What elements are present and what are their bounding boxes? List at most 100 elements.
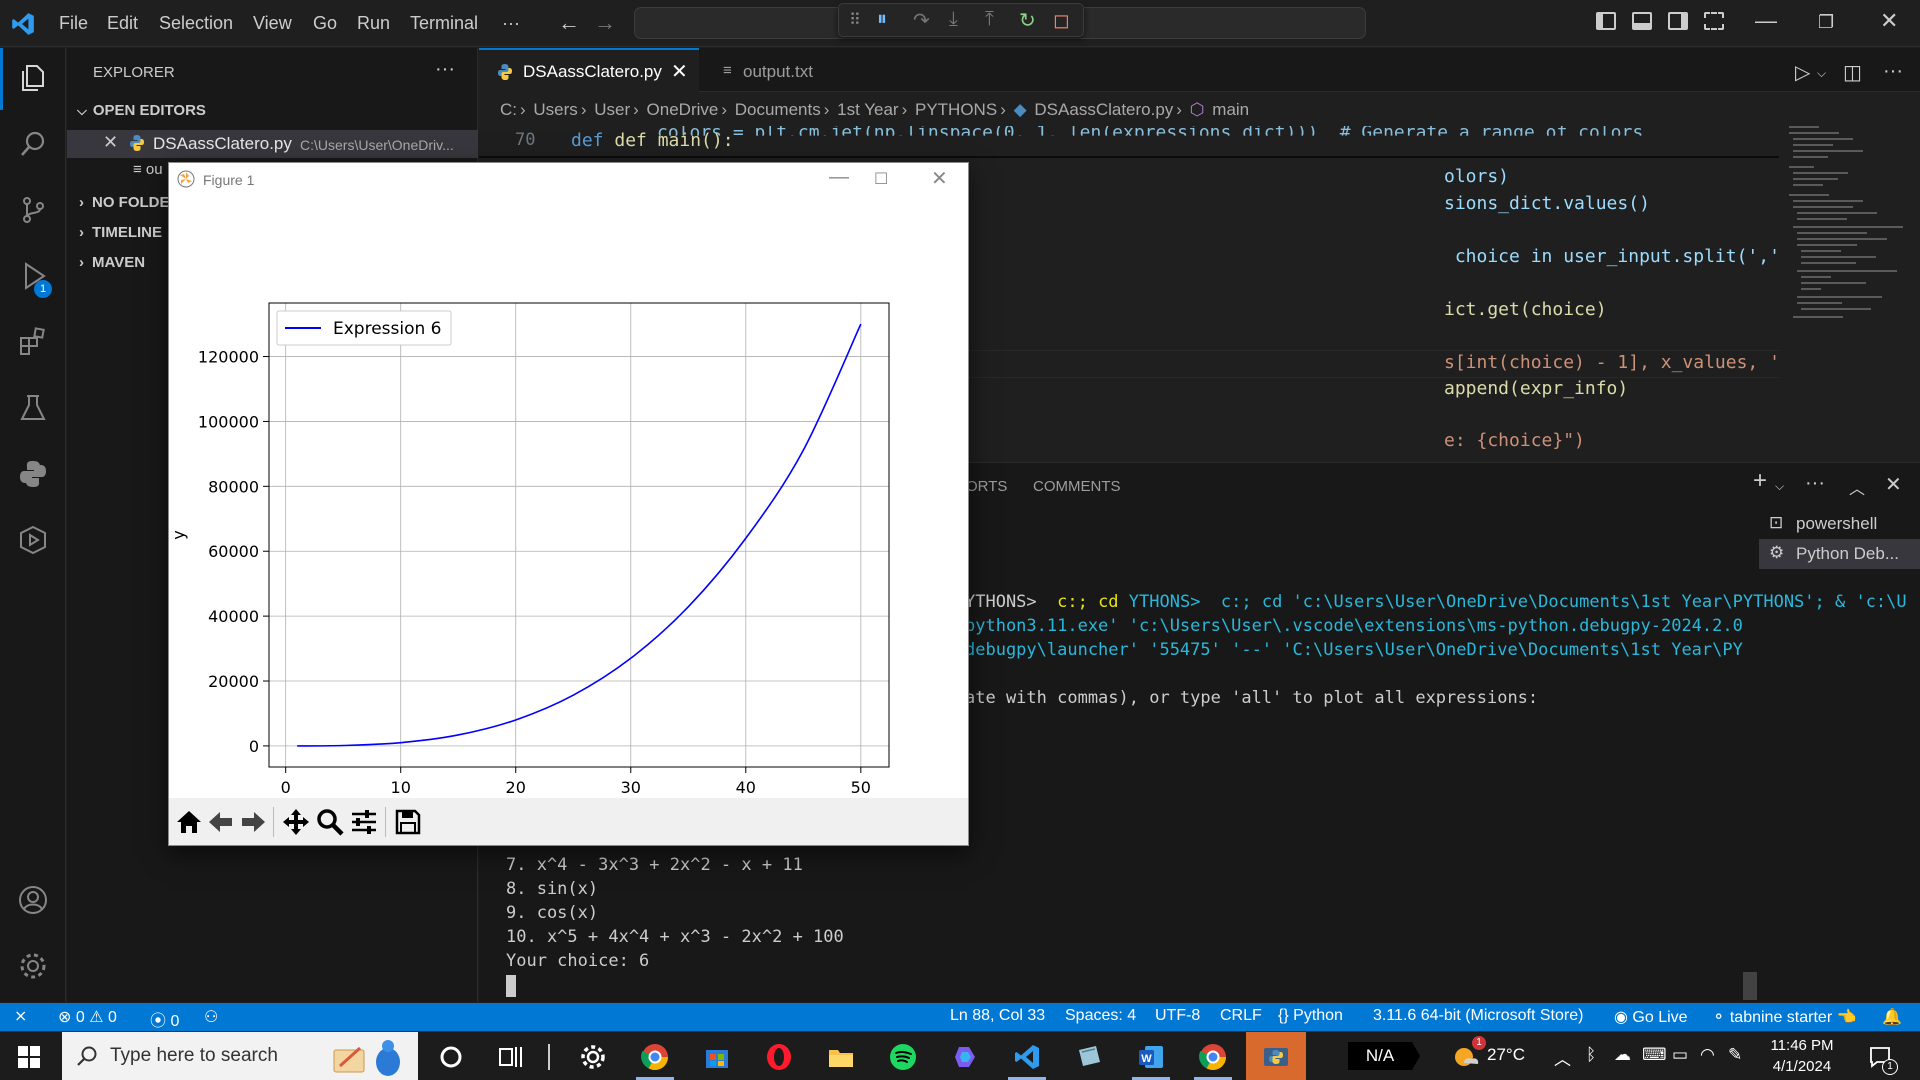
terminal-item-powershell[interactable]: ⊡ powershell	[1769, 513, 1878, 533]
menu-go[interactable]: Go	[313, 13, 338, 33]
customize-layout-icon[interactable]	[1704, 12, 1724, 30]
close-editor-icon[interactable]: ✕	[103, 132, 119, 152]
tab-ports[interactable]: ORTS	[966, 478, 1008, 495]
cortana-icon[interactable]	[436, 1042, 466, 1072]
word-icon[interactable]: W	[1136, 1042, 1166, 1072]
back-arrow-icon[interactable]: ←	[558, 10, 580, 35]
notepad-icon[interactable]	[1074, 1042, 1104, 1072]
maximize-panel-icon[interactable]: ︿	[1849, 481, 1866, 498]
open-editors-header[interactable]: ⌵ OPEN EDITORS	[77, 102, 206, 119]
vscode-icon[interactable]	[1012, 1042, 1042, 1072]
windows-start-icon[interactable]	[18, 1046, 40, 1068]
notification-center-icon[interactable]	[1868, 1045, 1892, 1069]
restart-icon[interactable]: ↻	[1019, 10, 1036, 32]
open-editor-item[interactable]: ✕ DSAassClatero.py C:\Users\User\OneDriv…	[67, 130, 478, 158]
debug-status-icon[interactable]: ⚇	[204, 1009, 219, 1026]
file-explorer-icon[interactable]	[826, 1042, 856, 1072]
weather-widget[interactable]: N/A	[1348, 1042, 1412, 1070]
plot-canvas[interactable]: 0 10 20 30 40 50 0 20000 40000 60000 80000 100000 12…	[169, 195, 968, 798]
run-python-icon[interactable]: ▷	[1795, 62, 1811, 84]
toggle-sidebar-icon[interactable]	[1596, 12, 1616, 30]
new-terminal-icon[interactable]: +	[1753, 467, 1768, 494]
close-panel-icon[interactable]: ✕	[1885, 474, 1902, 496]
tab-output[interactable]: ≡ output.txt	[699, 48, 899, 92]
pen-icon[interactable]: ✎	[1728, 1045, 1743, 1064]
menu-terminal[interactable]: Terminal	[410, 13, 479, 33]
input-indicator-icon[interactable]: ⌨	[1642, 1045, 1667, 1064]
terminal-item-python-debug[interactable]: ⚙ Python Deb...	[1759, 539, 1920, 569]
python-interpreter[interactable]: 3.11.6 64-bit (Microsoft Store)	[1373, 1007, 1584, 1024]
minimize-icon[interactable]: —	[1755, 8, 1777, 33]
breadcrumb-item[interactable]: User	[594, 100, 631, 119]
problems-indicator[interactable]: ⊗ 0 ⚠ 0	[58, 1009, 117, 1026]
weather-sun-icon[interactable]	[1452, 1041, 1480, 1069]
ports-indicator[interactable]: ⦿ 0	[150, 1013, 180, 1030]
wifi-icon[interactable]: ◠	[1700, 1045, 1715, 1064]
microsoft-store-icon[interactable]	[702, 1042, 732, 1072]
onedrive-icon[interactable]: ☁	[1614, 1045, 1631, 1064]
remote-explorer-icon[interactable]	[17, 524, 49, 556]
python-app-highlight[interactable]	[1246, 1032, 1306, 1080]
no-folder-header[interactable]: › NO FOLDE	[79, 194, 170, 211]
menu-view[interactable]: View	[253, 13, 292, 33]
breadcrumb-item[interactable]: OneDrive	[646, 100, 719, 119]
figure-titlebar[interactable]: Figure 1 — ☐ ✕	[169, 163, 968, 195]
tab-comments[interactable]: COMMENTS	[1033, 478, 1121, 495]
close-icon[interactable]: ✕	[931, 168, 948, 190]
minimize-icon[interactable]: —	[829, 166, 849, 188]
pause-icon[interactable]: ⏸	[877, 8, 887, 30]
menu-selection[interactable]: Selection	[159, 13, 234, 33]
opera-icon[interactable]	[764, 1042, 794, 1072]
breadcrumb-item[interactable]: PYTHONS	[915, 100, 998, 119]
remote-indicator[interactable]: ⨯	[0, 1003, 44, 1031]
line-ending[interactable]: CRLF	[1220, 1007, 1262, 1024]
encoding[interactable]: UTF-8	[1155, 1007, 1201, 1024]
task-view-icon[interactable]	[496, 1042, 526, 1072]
restore-icon[interactable]: ❐	[1818, 12, 1835, 32]
open-editor-item-output[interactable]: ≡ ou	[133, 161, 163, 178]
breadcrumb-item[interactable]: C:	[500, 100, 517, 119]
menu-run[interactable]: Run	[357, 13, 391, 33]
toggle-panel-icon[interactable]	[1632, 12, 1652, 30]
chevron-down-icon[interactable]: ⌵	[1817, 66, 1827, 80]
settings-gear-icon[interactable]	[578, 1042, 608, 1072]
breadcrumb-item[interactable]: DSAassClatero.py	[1034, 100, 1174, 119]
clock[interactable]: 11:46 PM 4/1/2024	[1762, 1035, 1842, 1077]
extensions-icon[interactable]	[17, 326, 49, 358]
spotify-icon[interactable]	[888, 1042, 918, 1072]
temperature[interactable]: 27°C	[1487, 1045, 1525, 1064]
home-icon[interactable]	[174, 807, 204, 837]
split-editor-icon[interactable]: ◫	[1843, 62, 1862, 84]
tab-dsaassclatero[interactable]: DSAassClatero.py ✕	[479, 48, 699, 92]
battery-icon[interactable]: ▭	[1672, 1045, 1689, 1064]
maximize-icon[interactable]: ☐	[874, 171, 889, 188]
stop-icon[interactable]: ◻	[1053, 10, 1070, 32]
chevron-down-icon[interactable]: ⌵	[1775, 479, 1785, 493]
testing-icon[interactable]	[17, 392, 49, 424]
tabnine[interactable]: ⚬ tabnine starter 👈	[1712, 1009, 1857, 1026]
step-out-icon[interactable]: ⤒	[985, 8, 994, 30]
cursor-position[interactable]: Ln 88, Col 33	[950, 1007, 1046, 1024]
menu-more[interactable]: ···	[502, 13, 520, 33]
forward-arrow-icon[interactable]	[238, 807, 268, 837]
menu-edit[interactable]: Edit	[107, 13, 139, 33]
step-into-icon[interactable]: ⤓	[949, 8, 958, 30]
breadcrumb-item[interactable]: Users	[533, 100, 578, 119]
minimap[interactable]	[1785, 122, 1915, 352]
back-arrow-icon[interactable]	[206, 807, 236, 837]
toggle-secondary-sidebar-icon[interactable]	[1668, 12, 1688, 30]
copilot-icon[interactable]	[950, 1042, 980, 1072]
explorer-icon[interactable]	[17, 62, 49, 94]
timeline-header[interactable]: › TIMELINE	[79, 224, 162, 241]
step-over-icon[interactable]: ↷	[913, 10, 930, 32]
breadcrumb-item[interactable]: main	[1212, 100, 1250, 119]
python-icon[interactable]	[17, 458, 49, 490]
panel-scrollbar[interactable]	[1743, 972, 1757, 1000]
run-debug-icon[interactable]	[17, 260, 49, 292]
forward-arrow-icon[interactable]: →	[594, 10, 616, 35]
more-actions-icon[interactable]: ···	[1883, 60, 1903, 82]
save-icon[interactable]	[393, 807, 423, 837]
bluetooth-icon[interactable]: ᛒ	[1586, 1045, 1597, 1064]
maven-header[interactable]: › MAVEN	[79, 254, 146, 271]
zoom-icon[interactable]	[315, 807, 345, 837]
